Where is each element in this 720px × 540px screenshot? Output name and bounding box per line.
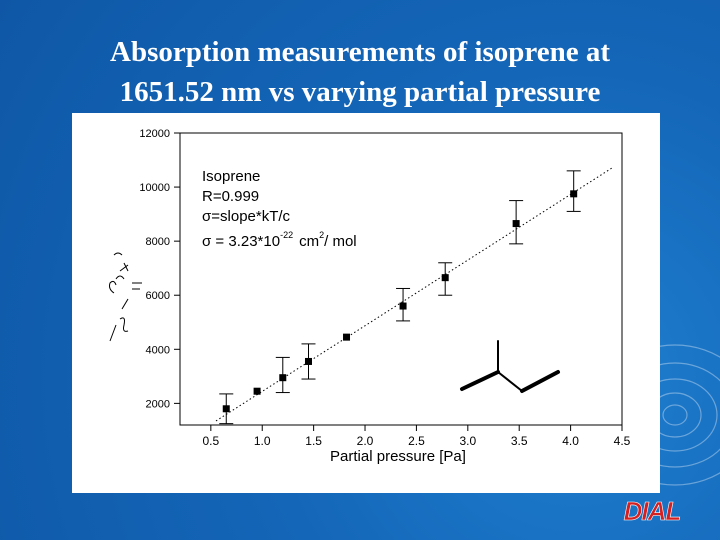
data-point [512,220,520,228]
x-tick-label: 4.5 [614,434,631,448]
x-tick-label: 2.0 [357,434,374,448]
annotation-unit-mol: / mol [324,233,357,250]
slide-title: Absorption measurements of isoprene at 1… [0,32,720,112]
annotation-r-value: R=0.999 [202,188,259,205]
y-tick-label: 12000 [139,128,170,140]
annotation-block: Isoprene R=0.999 σ=slope*kT/c σ = 3.23*1… [202,168,357,250]
y-axis-scribble [109,252,142,342]
y-tick-label: 4000 [146,344,170,356]
plot-frame [179,132,623,426]
x-tick-label: 1.5 [305,434,322,448]
annotation-exponent: -22 [280,230,293,240]
data-point [441,274,449,282]
svg-text:DIAL: DIAL [624,496,681,526]
dial-logo: DIAL [623,496,681,526]
data-point [253,387,261,395]
title-line-2: 1651.52 nm vs varying partial pressure [119,76,601,108]
data-point [399,302,407,310]
x-tick-label: 1.0 [254,434,271,448]
annotation-sigma-value: σ = 3.23*10-22 cm2/ mol [202,230,357,250]
data-point [222,405,230,413]
fit-line [215,167,612,422]
annotation-unit-cm: cm [299,233,319,250]
title-line-1: Absorption measurements of isoprene at [110,36,610,68]
x-tick-label: 2.5 [408,434,425,448]
data-point [570,190,578,198]
x-axis-label: Partial pressure [Pa] [330,448,466,465]
annotation-species: Isoprene [202,168,260,185]
data-point [279,374,287,382]
scatter-chart: 2000 4000 6000 8000 10000 12000 0.5 1.0 1.5 2.0 2… [109,128,631,465]
annotation-formula: σ=slope*kT/c [202,208,291,225]
y-tick-label: 2000 [146,398,170,410]
y-tick-label: 6000 [146,290,170,302]
plot-panel: 2000 4000 6000 8000 10000 12000 0.5 1.0 1.5 2.0 2… [72,113,660,493]
data-point [304,357,312,365]
data-point [343,333,351,341]
annotation-unit-exp: 2 [319,230,324,240]
y-tick-label: 10000 [139,182,170,194]
isoprene-molecule-diagram [460,340,560,393]
x-tick-label: 0.5 [202,434,219,448]
x-tick-label: 4.0 [562,434,579,448]
annotation-sigma-main: σ = 3.23*10 [202,233,280,250]
x-tick-label: 3.0 [459,434,476,448]
x-tick-label: 3.5 [511,434,528,448]
y-tick-label: 8000 [146,236,170,248]
